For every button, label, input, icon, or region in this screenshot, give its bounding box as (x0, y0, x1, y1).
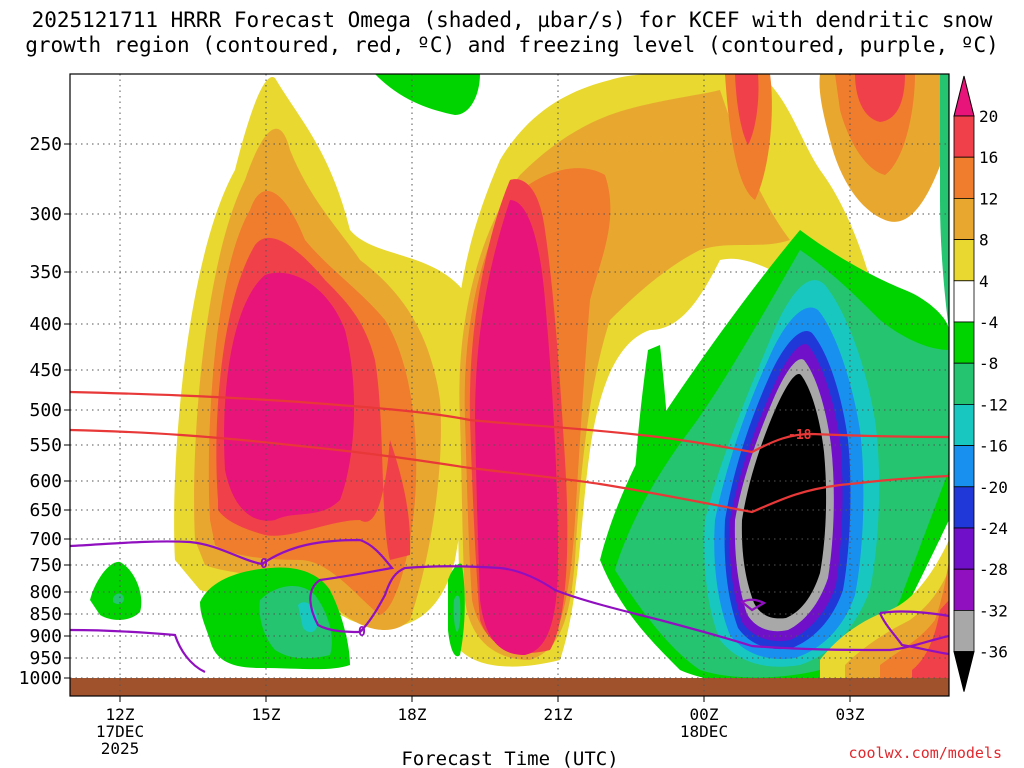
chart-title-line2: growth region (contoured, red, ºC) and f… (25, 33, 999, 57)
freezing-level-contours (69, 538, 950, 673)
colorbar-label: -24 (979, 519, 1008, 538)
y-tick-label: 400 (29, 314, 62, 335)
omega-fill-teal-narrow2 (453, 595, 461, 632)
y-tick-label: 850 (29, 604, 62, 625)
y-tick-label: 450 (29, 360, 62, 381)
x-axis-label: Forecast Time (UTC) (401, 748, 618, 768)
colorbar-swatch (953, 445, 975, 488)
colorbar-label: 20 (979, 107, 998, 126)
colorbar-label: -12 (979, 395, 1008, 414)
omega-fill-red-top-center (735, 74, 759, 145)
y-tick-label: 750 (29, 555, 62, 576)
y-tick-label: 1000 (19, 668, 62, 689)
x-tick-sublabel: 2025 (101, 739, 140, 758)
colorbar-swatch (953, 568, 975, 611)
colorbar-label: -16 (979, 437, 1008, 456)
colorbar-swatch (953, 280, 975, 323)
y-tick-label: 300 (29, 204, 62, 225)
colorbar-label: 16 (979, 148, 998, 167)
colorbar-swatch (953, 321, 975, 364)
colorbar-swatch (953, 610, 975, 653)
colorbar-swatch (953, 486, 975, 529)
omega-fill-teal-right-edge (940, 74, 949, 330)
colorbar-swatch (953, 362, 975, 405)
y-tick-label: 650 (29, 500, 62, 521)
omega-fill-cyan-ll2 (298, 602, 318, 633)
y-tick-label: 550 (29, 435, 62, 456)
colorbar-swatch (953, 156, 975, 199)
omega-fill-teal-ll1 (113, 593, 124, 605)
source-credit: coolwx.com/models (848, 744, 1002, 762)
colorbar-swatch (953, 197, 975, 240)
omega-fill-green-ll1 (90, 561, 142, 620)
colorbar-label: -36 (979, 643, 1008, 662)
dgz-contour-label: -18 (788, 428, 812, 443)
colorbar-swatch (953, 403, 975, 446)
colorbar-label: 4 (979, 272, 989, 291)
colorbar-label: 12 (979, 189, 998, 208)
x-tick-label: 12Z (106, 705, 135, 724)
omega-fill-red-upper-right (855, 74, 905, 122)
colorbar-label: 8 (979, 231, 989, 250)
colorbar-swatch (953, 239, 975, 282)
y-tick-label: 350 (29, 262, 62, 283)
colorbar-swatch (953, 527, 975, 570)
freezing-contour-1 (69, 538, 950, 652)
grid-lines (70, 74, 949, 696)
x-tick-sublabel: 17DEC (96, 722, 144, 741)
freezing-contour-5 (739, 598, 767, 612)
dgz-contours (69, 390, 950, 514)
omega-fill-teal-ll2 (259, 585, 332, 659)
plot-frame (69, 73, 950, 697)
x-tick-label: 18Z (398, 705, 427, 724)
freezing-contour-label-a: 0 (260, 557, 268, 572)
y-tick-label: 250 (29, 134, 62, 155)
colorbar-label: -32 (979, 601, 1008, 620)
dgz-upper-contour (69, 390, 950, 454)
y-axis-ticks: 2503003504004505005506006507007508008509… (19, 134, 70, 689)
x-tick-label: 03Z (836, 705, 865, 724)
ground (70, 678, 949, 696)
x-tick-label: 00Z (690, 705, 719, 724)
y-tick-label: 600 (29, 471, 62, 492)
colorbar: 20 16 12 8 4 -4 -8 -12 -16 -20 -24 -28 -32 -36 (953, 75, 1008, 692)
colorbar-bottom-arrow (953, 651, 975, 692)
y-tick-label: 700 (29, 529, 62, 550)
freezing-contour-4 (878, 612, 950, 656)
colorbar-label: -4 (979, 313, 998, 332)
colorbar-label: -28 (979, 560, 1008, 579)
colorbar-label: -20 (979, 478, 1008, 497)
freezing-contour-label-b: 0 (358, 625, 366, 640)
omega-fill-green-top (375, 74, 480, 115)
x-tick-sublabel: 18DEC (680, 722, 728, 741)
x-tick-label: 15Z (252, 705, 281, 724)
omega-fill-red-lr (912, 600, 949, 680)
freezing-contour-3 (879, 610, 950, 618)
chart-title-line1: 2025121711 HRRR Forecast Omega (shaded, … (31, 8, 993, 32)
omega-shading (70, 74, 949, 696)
omega-fill-magenta-mid (475, 200, 558, 655)
y-tick-label: 500 (29, 400, 62, 421)
y-tick-label: 800 (29, 582, 62, 603)
colorbar-label: -8 (979, 354, 998, 373)
y-tick-label: 900 (29, 626, 62, 647)
freezing-contour-2 (69, 628, 206, 673)
colorbar-swatch (953, 115, 975, 158)
x-tick-label: 21Z (544, 705, 573, 724)
omega-fill-magenta-left (224, 272, 355, 521)
y-tick-label: 950 (29, 648, 62, 669)
colorbar-top-arrow (953, 75, 975, 117)
dgz-lower-contour (69, 428, 950, 514)
